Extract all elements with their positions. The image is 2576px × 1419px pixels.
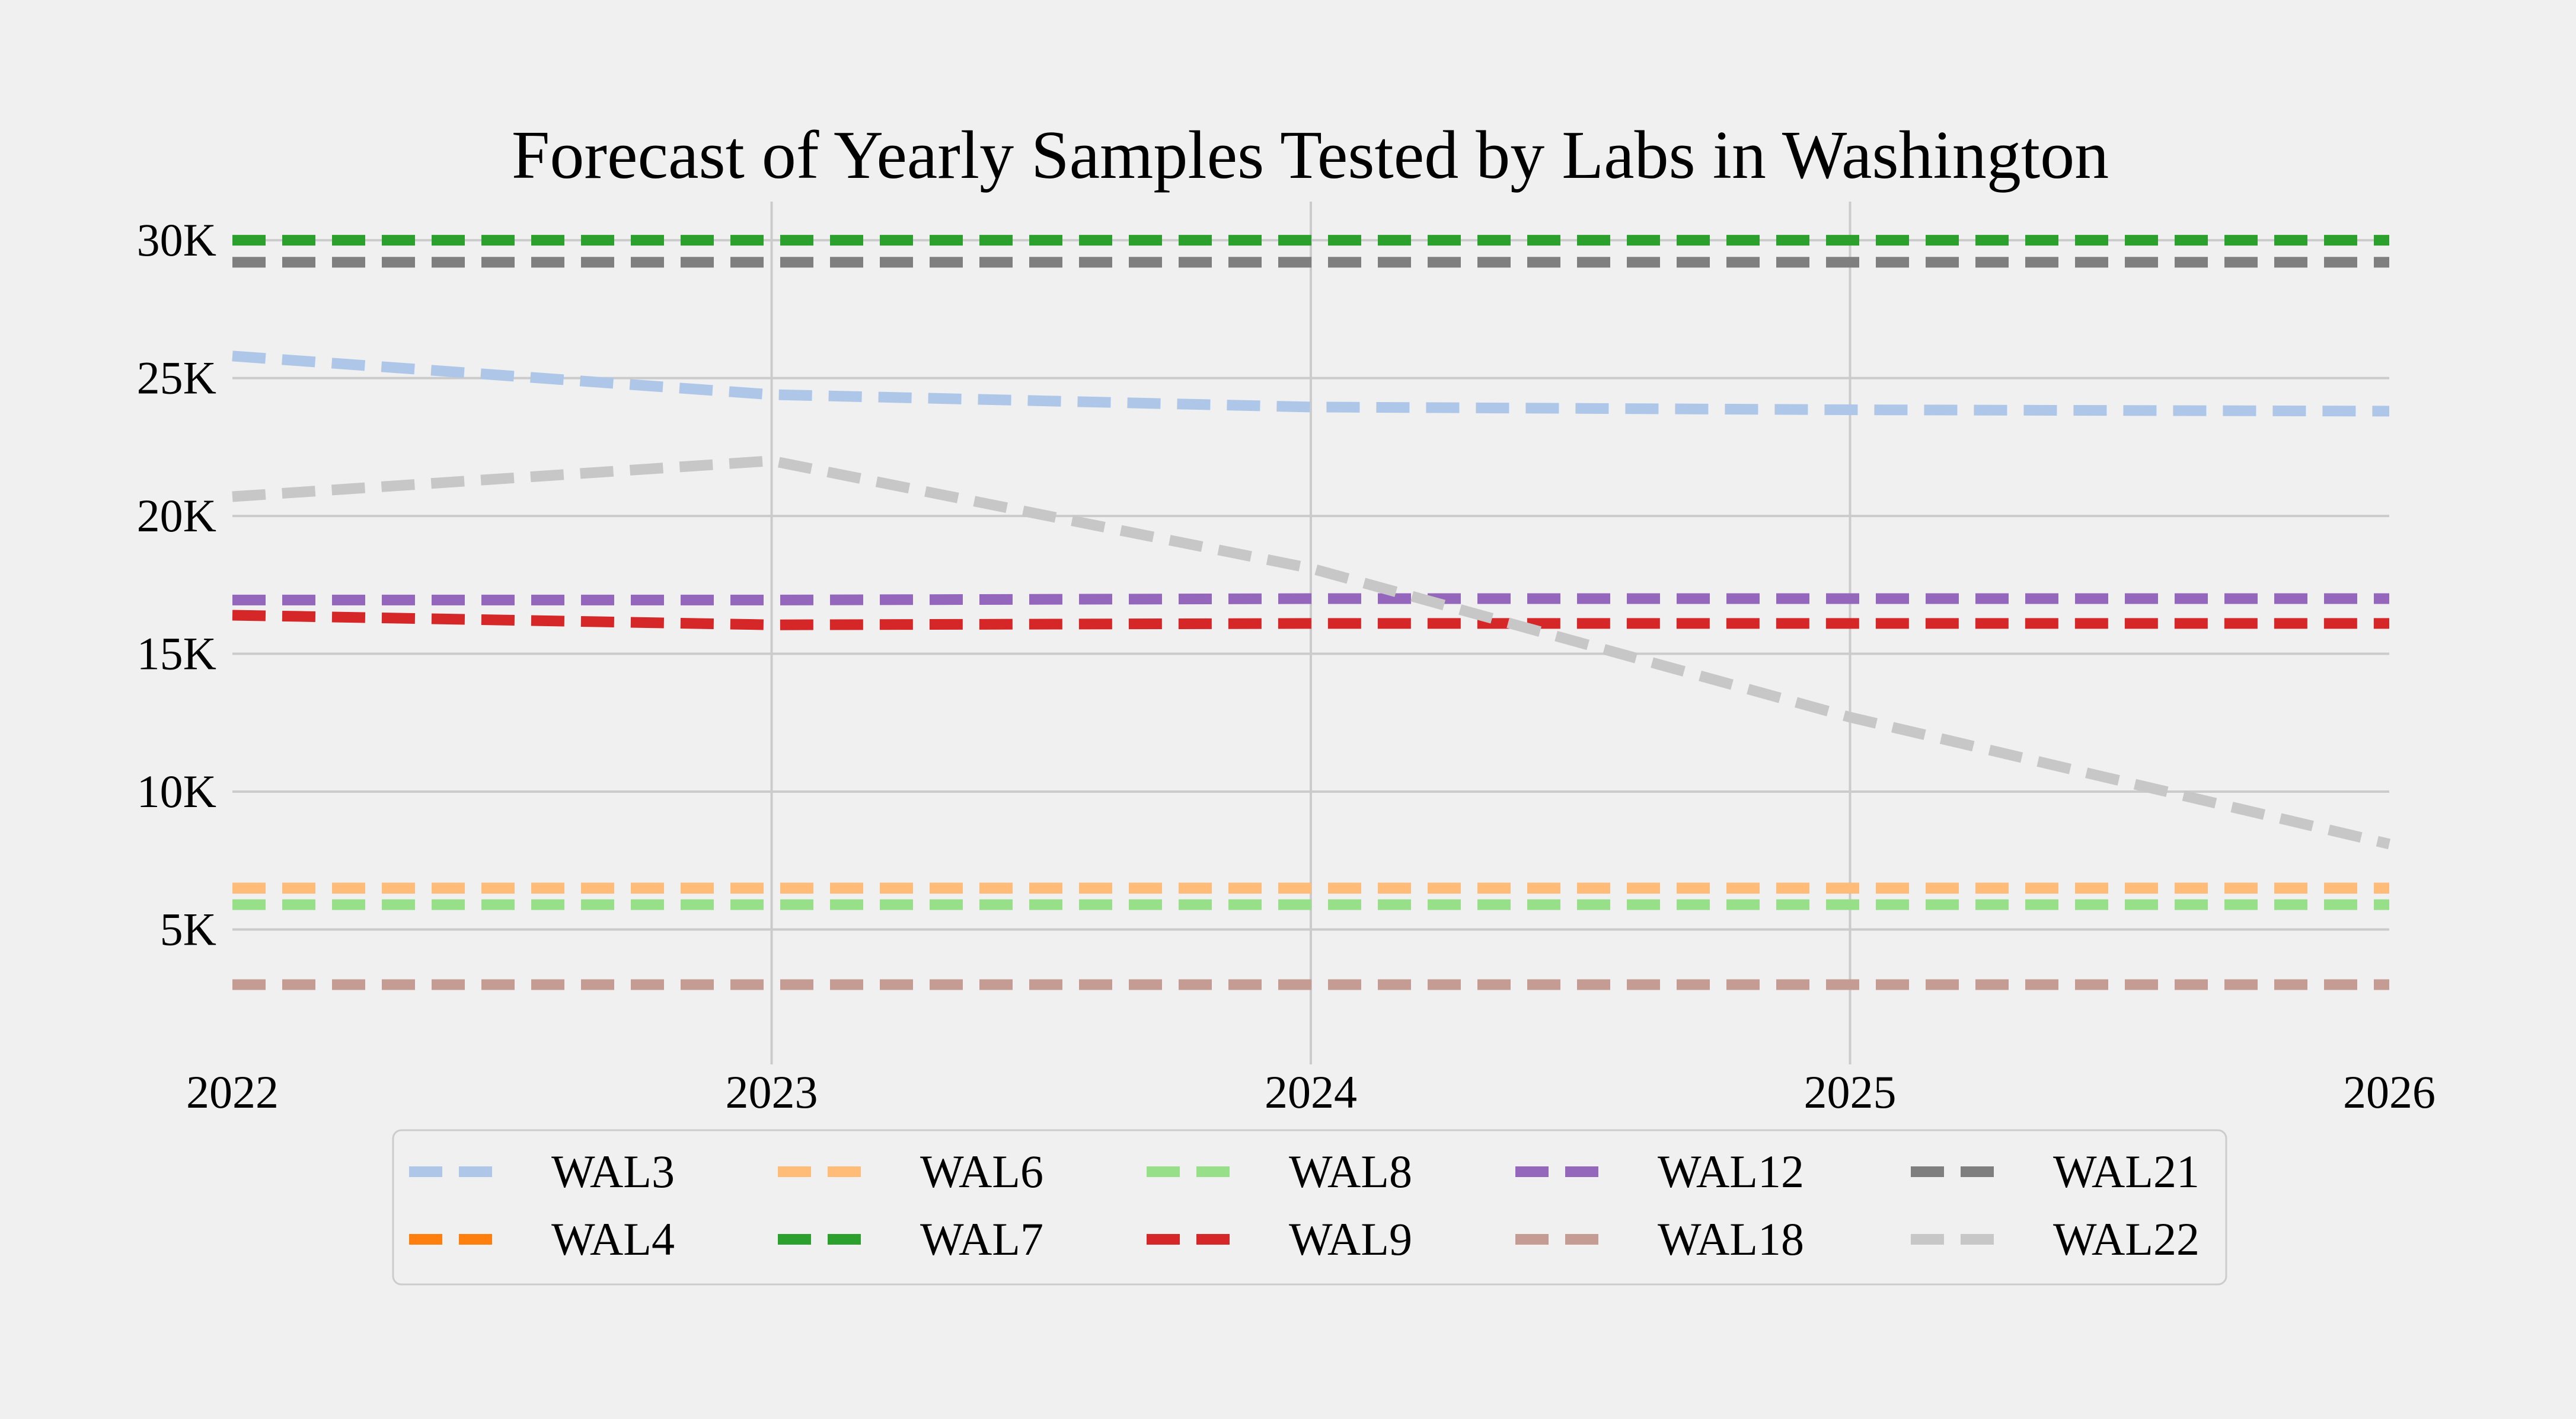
legend-item-wal4: WAL4 — [409, 1213, 675, 1265]
y-tick-label: 20K — [137, 490, 216, 541]
x-tick-label: 2024 — [1265, 1066, 1357, 1118]
legend-item-wal21: WAL21 — [1911, 1146, 2200, 1197]
legend-label: WAL18 — [1658, 1213, 1804, 1265]
x-axis-ticks: 2022 2023 2024 2025 2026 — [186, 1066, 2435, 1118]
legend-item-wal7: WAL7 — [778, 1213, 1043, 1265]
y-tick-label: 15K — [137, 628, 216, 680]
x-tick-label: 2025 — [1804, 1066, 1897, 1118]
legend-item-wal22: WAL22 — [1911, 1213, 2200, 1265]
legend-label: WAL9 — [1289, 1213, 1412, 1265]
legend-label: WAL4 — [551, 1213, 675, 1265]
y-tick-label: 30K — [137, 214, 216, 266]
series-lines — [232, 235, 2391, 990]
y-tick-label: 25K — [137, 352, 216, 404]
legend-item-wal6: WAL6 — [778, 1146, 1043, 1197]
series-line-wal22 — [232, 455, 2391, 850]
y-axis-ticks: 5K 10K 15K 20K 25K 30K — [137, 214, 216, 955]
legend-item-wal18: WAL18 — [1515, 1213, 1804, 1265]
legend-label: WAL8 — [1289, 1146, 1412, 1197]
legend-label: WAL7 — [920, 1213, 1043, 1265]
series-line-wal3 — [232, 350, 2390, 417]
x-tick-label: 2023 — [726, 1066, 818, 1118]
legend-label: WAL6 — [920, 1146, 1043, 1197]
legend-item-wal9: WAL9 — [1147, 1213, 1412, 1265]
legend-item-wal8: WAL8 — [1147, 1146, 1412, 1197]
legend-label: WAL3 — [551, 1146, 675, 1197]
chart-title: Forecast of Yearly Samples Tested by Lab… — [512, 117, 2109, 193]
y-tick-label: 5K — [160, 904, 216, 955]
series-line-wal12 — [232, 593, 2389, 605]
x-tick-label: 2026 — [2343, 1066, 2435, 1118]
x-tick-label: 2022 — [186, 1066, 279, 1118]
legend: WAL3 WAL4 WAL6 WAL7 WAL8 WAL9 WAL12 WAL18 WAL21 W… — [392, 1129, 2227, 1286]
series-line-wal9 — [232, 610, 2389, 630]
legend-label: WAL21 — [2053, 1146, 2200, 1197]
y-tick-label: 10K — [137, 766, 216, 817]
legend-item-wal3: WAL3 — [409, 1146, 675, 1197]
x-grid — [770, 202, 1852, 1064]
legend-label: WAL22 — [2053, 1213, 2200, 1265]
legend-label: WAL12 — [1658, 1146, 1804, 1197]
legend-item-wal12: WAL12 — [1515, 1146, 1804, 1197]
